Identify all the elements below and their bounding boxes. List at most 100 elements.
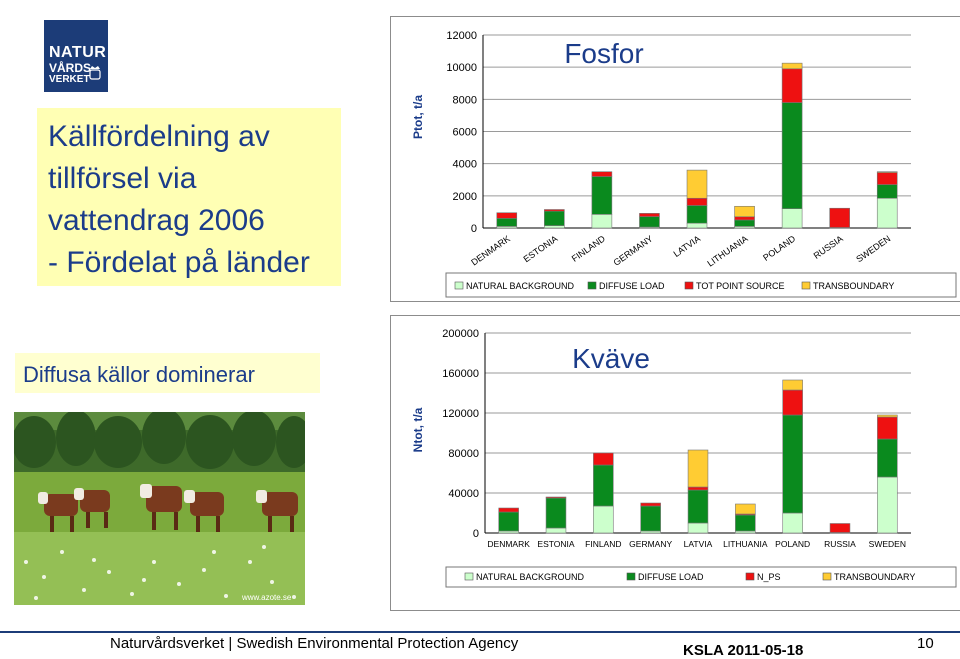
x-tick-label: POLAND [761, 233, 797, 263]
bar-segment [734, 216, 755, 221]
legend-label: DIFFUSE LOAD [638, 572, 704, 582]
bar-segment [782, 389, 803, 416]
bar-segment [829, 523, 851, 533]
cows-meadow-photo: www.azote.se [14, 412, 305, 605]
x-tick-label: SWEDEN [854, 233, 892, 264]
legend-label: N_PS [757, 572, 781, 582]
y-axis-label: Ptot, t/a [411, 95, 425, 139]
bar-segment [496, 218, 518, 227]
bar-segment [781, 68, 803, 103]
legend-swatch [822, 572, 832, 581]
bar-segment [545, 496, 567, 499]
x-tick-label: POLAND [775, 539, 810, 549]
x-tick-label: RUSSIA [812, 233, 845, 260]
bar-segment [593, 452, 614, 466]
legend-label: TRANSBOUNDARY [834, 572, 915, 582]
x-tick-label: ESTONIA [537, 539, 574, 549]
title-line-2: tillförsel via [48, 162, 197, 195]
bar-segment [877, 438, 898, 478]
page-number: 10 [917, 635, 934, 652]
bar-segment [687, 449, 709, 488]
nitrogen-chart-panel: Kväve Ntot, t/a 0 40000 80000 120000 160000 2… [390, 315, 960, 611]
crown-emblem-icon [89, 66, 101, 80]
y-tick-label: 0 [471, 223, 477, 235]
bar-segment [686, 205, 708, 224]
bar-segment [877, 416, 898, 440]
bar-segment [781, 62, 803, 70]
bar-segment [545, 497, 567, 529]
y-tick-label: 4000 [453, 159, 477, 171]
legend-swatch [587, 281, 597, 290]
bar-segment [591, 171, 613, 177]
y-tick-label: 12000 [446, 30, 477, 42]
x-tick-label: ESTONIA [522, 233, 560, 264]
bar-segment [876, 171, 898, 173]
bar-segment [593, 505, 614, 534]
chart-title: Kväve [572, 343, 650, 374]
subtitle-box: Diffusa källor dominerar [15, 353, 320, 393]
bar-segment [496, 212, 518, 219]
naturvardsverket-logo: NATUR VÅRDS VERKET [44, 20, 108, 92]
bar-segment [735, 503, 756, 515]
bar-segment [735, 514, 756, 532]
bar-segment [544, 210, 565, 226]
bar-segment [639, 213, 660, 217]
legend-box [445, 272, 957, 298]
legend-swatch [464, 572, 474, 581]
bar-segment [829, 207, 850, 228]
logo-line-3: VERKET [49, 74, 90, 85]
x-tick-label: LATVIA [684, 539, 713, 549]
logo-line-1: NATUR [49, 44, 107, 61]
legend-swatch [626, 572, 636, 581]
bar-segment [734, 205, 755, 218]
y-tick-label: 10000 [446, 62, 477, 74]
y-tick-label: 80000 [448, 448, 479, 460]
bar-segment [876, 184, 898, 199]
bar-segment [877, 476, 898, 534]
bar-segment [876, 172, 898, 185]
x-tick-label: FINLAND [585, 539, 621, 549]
y-axis-label: Ntot, t/a [411, 407, 425, 452]
nitrogen-chart: Kväve Ntot, t/a 0 40000 80000 120000 160000 2… [411, 328, 957, 588]
x-tick-label: LATVIA [672, 233, 703, 259]
x-tick-label: DENMARK [487, 539, 530, 549]
bar-segment [687, 522, 709, 534]
bar-segment [639, 216, 660, 228]
phosphorus-chart: Fosfor Ptot, t/a 0 2000 4000 6000 8000 10000 1… [411, 30, 957, 298]
x-tick-label: RUSSIA [824, 539, 856, 549]
x-tick-label: SWEDEN [869, 539, 906, 549]
bar-segment [544, 209, 565, 212]
y-tick-label: 200000 [442, 328, 479, 340]
photo-credit: www.azote.se [241, 593, 292, 602]
bar-segment [686, 169, 708, 199]
title-line-1: Källfördelning av [48, 120, 270, 153]
bar-segment [686, 222, 708, 229]
legend-label: DIFFUSE LOAD [599, 281, 665, 291]
bar-segment [593, 464, 614, 507]
x-tick-label: FINLAND [570, 233, 608, 264]
bar-segment [545, 527, 567, 534]
subtitle: Diffusa källor dominerar [23, 362, 255, 387]
footer-date: KSLA 2011-05-18 [683, 642, 804, 659]
bar-segment [734, 219, 755, 227]
bar-segment [782, 414, 803, 514]
y-tick-label: 0 [473, 528, 479, 540]
bar-segment [591, 176, 613, 215]
bar-segment [876, 197, 898, 229]
legend-label: TOT POINT SOURCE [696, 281, 785, 291]
bar-segment [591, 214, 613, 229]
y-tick-label: 6000 [453, 127, 477, 139]
y-tick-label: 8000 [453, 94, 477, 106]
title-line-4: - Fördelat på länder [48, 246, 310, 279]
chart-title: Fosfor [564, 38, 643, 69]
bar-segment [781, 208, 803, 229]
bar-segment [498, 511, 519, 532]
bar-segment [687, 489, 709, 524]
legend-swatch [454, 281, 464, 290]
bar-segment [782, 512, 803, 534]
bar-segment [782, 379, 803, 391]
bar-segment [687, 486, 709, 491]
footer-divider [0, 631, 960, 633]
bar-segment [686, 197, 708, 206]
bar-segment [544, 225, 565, 229]
